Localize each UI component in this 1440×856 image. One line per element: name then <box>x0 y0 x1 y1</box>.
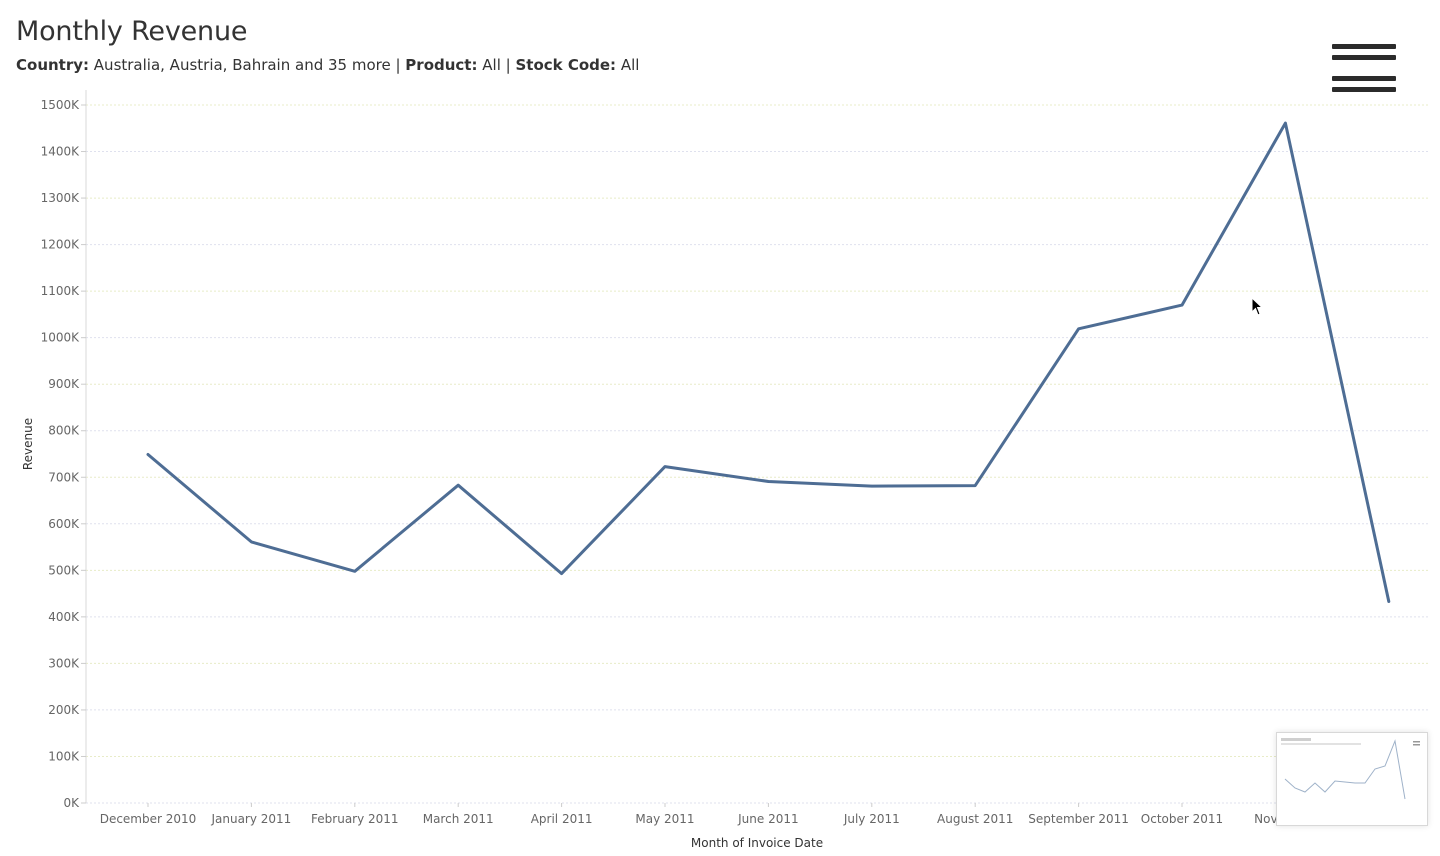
filter-value-product: All <box>482 56 501 74</box>
dashboard-thumbnail[interactable] <box>1276 732 1428 826</box>
filter-value-stock-code: All <box>620 56 640 74</box>
menu-bar <box>1332 55 1396 60</box>
data-point <box>974 484 977 487</box>
y-tick-label: 1300K <box>41 191 81 205</box>
y-axis-title: Revenue <box>21 418 35 470</box>
data-point <box>353 570 356 573</box>
filter-label-product: Product: <box>405 56 478 74</box>
page-title: Monthly Revenue <box>16 16 248 47</box>
filter-label-stock-code: Stock Code: <box>515 56 617 74</box>
x-tick-label: May 2011 <box>635 812 694 826</box>
data-point <box>1387 600 1391 603</box>
thumbnail-preview <box>1281 738 1420 800</box>
x-axis: December 2010 January 2011 February 2011 Ma… <box>100 803 1317 826</box>
y-tick-label: 700K <box>48 470 80 484</box>
y-tick-label: 1400K <box>41 145 81 159</box>
filter-label-country: Country: <box>16 56 90 74</box>
data-point <box>250 540 253 544</box>
y-tick-label: 100K <box>48 749 80 763</box>
y-tick-label: 800K <box>48 424 80 438</box>
y-tick-label: 0K <box>63 796 80 810</box>
menu-bar <box>1332 76 1396 81</box>
menu-bar <box>1332 87 1396 92</box>
filter-value-country: Australia, Austria, Bahrain and 35 more <box>93 56 391 74</box>
revenue-line <box>146 121 1391 603</box>
y-tick-label: 1200K <box>41 238 81 252</box>
data-point <box>663 465 667 468</box>
y-tick-label: 400K <box>48 610 80 624</box>
data-point <box>767 480 770 483</box>
series-layer <box>146 121 1391 603</box>
x-tick-label: January 2011 <box>210 812 291 826</box>
data-point <box>1180 303 1184 307</box>
x-tick-label: September 2011 <box>1028 812 1129 826</box>
y-tick-label: 500K <box>48 563 80 577</box>
menu-bar <box>1332 44 1396 49</box>
x-tick-label: December 2010 <box>100 812 197 826</box>
y-tick-label: 1500K <box>41 98 81 112</box>
x-axis-title: Month of Invoice Date <box>691 836 823 850</box>
filter-summary: Country: Australia, Austria, Bahrain and… <box>16 56 639 74</box>
data-point <box>1284 121 1287 125</box>
data-point <box>146 453 150 456</box>
mouse-cursor-icon <box>1251 297 1264 316</box>
x-tick-label: March 2011 <box>423 812 494 826</box>
x-tick-label: June 2011 <box>737 812 799 826</box>
data-point <box>457 483 460 487</box>
x-tick-label: August 2011 <box>937 812 1013 826</box>
y-tick-label: 200K <box>48 703 80 717</box>
y-axis: 0K 100K 200K 300K 400K 500K 600K 700K 800K 900K 10… <box>41 90 87 810</box>
y-tick-label: 1000K <box>41 331 81 345</box>
y-tick-label: 900K <box>48 377 80 391</box>
data-point <box>1077 327 1080 331</box>
x-tick-label: July 2011 <box>843 812 900 826</box>
y-tick-label: 1100K <box>41 284 81 298</box>
x-tick-label: October 2011 <box>1141 812 1223 826</box>
x-tick-label: February 2011 <box>311 812 399 826</box>
x-tick-label: April 2011 <box>531 812 593 826</box>
y-tick-label: 300K <box>48 656 80 670</box>
hamburger-menu-icon[interactable] <box>1330 44 1398 94</box>
y-tick-label: 600K <box>48 517 80 531</box>
data-point <box>560 572 563 575</box>
grid-lines <box>86 104 1428 804</box>
filter-separator: | <box>390 56 406 74</box>
filter-separator: | <box>500 56 516 74</box>
data-point <box>870 484 873 488</box>
